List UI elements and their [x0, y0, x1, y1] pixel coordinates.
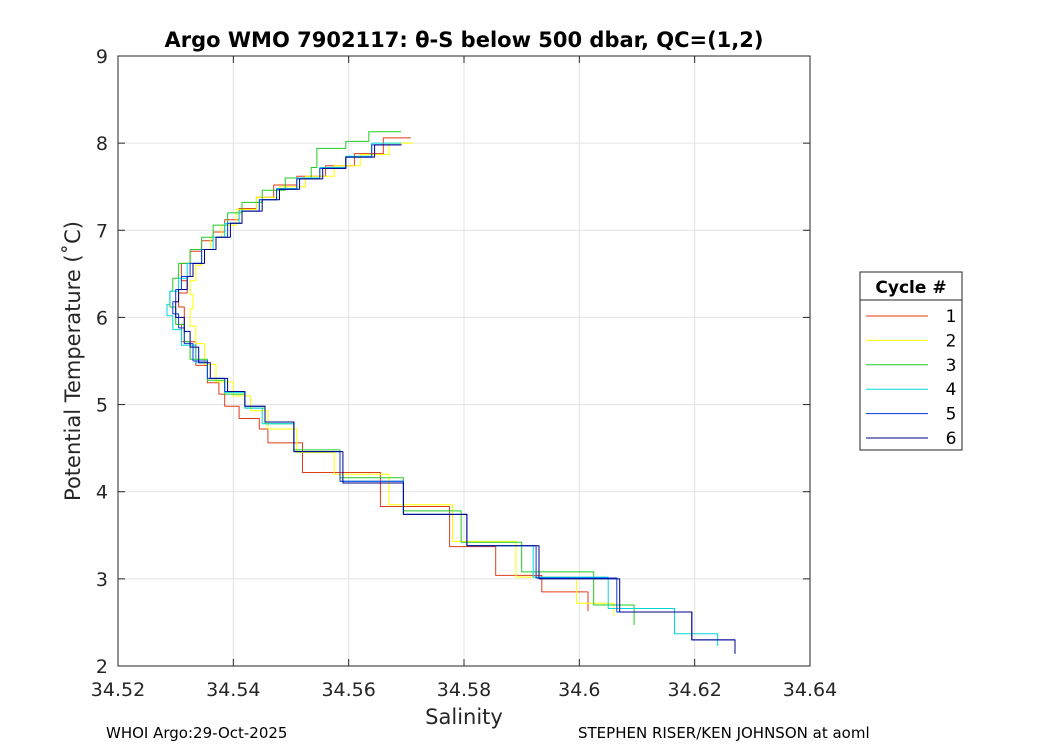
- x-axis-title: Salinity: [425, 705, 503, 729]
- legend-label-2: 2: [946, 331, 957, 351]
- footer-credit: STEPHEN RISER/KEN JOHNSON at aoml: [578, 724, 870, 742]
- grid-lines: [118, 56, 810, 666]
- legend-label-5: 5: [946, 405, 957, 425]
- y-tick-label: 6: [96, 307, 108, 329]
- chart-title: Argo WMO 7902117: θ-S below 500 dbar, QC…: [165, 28, 764, 52]
- x-tick-label: 34.6: [558, 679, 600, 701]
- legend-label-1: 1: [946, 307, 957, 327]
- legend-label-4: 4: [946, 380, 957, 400]
- data-series: [166, 131, 736, 654]
- legend-label-6: 6: [946, 429, 957, 449]
- y-tick-label: 3: [96, 569, 108, 591]
- legend: Cycle # 1 2 3 4 5 6: [859, 271, 963, 451]
- y-tick-label: 9: [96, 46, 108, 68]
- legend-box: [859, 271, 963, 451]
- series-cycle-2: [189, 142, 615, 617]
- y-tick-label: 2: [96, 656, 108, 678]
- axis-ticks: 34.52 34.54 34.56 34.58 34.6 34.62 34.64 2 3 4 5 6 7…: [91, 46, 837, 701]
- x-tick-label: 34.52: [91, 679, 145, 701]
- x-tick-label: 34.58: [437, 679, 491, 701]
- series-cycle-6: [175, 144, 736, 654]
- x-tick-label: 34.54: [206, 679, 260, 701]
- x-tick-label: 34.64: [783, 679, 837, 701]
- footer-date: WHOI Argo:29-Oct-2025: [106, 724, 288, 742]
- x-tick-label: 34.62: [667, 679, 721, 701]
- y-tick-label: 8: [96, 133, 108, 155]
- legend-label-3: 3: [946, 356, 957, 376]
- y-tick-label: 7: [96, 220, 108, 242]
- series-cycle-1: [178, 137, 589, 612]
- legend-title: Cycle #: [875, 278, 946, 298]
- y-tick-label: 4: [96, 482, 108, 504]
- x-tick-label: 34.56: [321, 679, 375, 701]
- y-tick-label: 5: [96, 395, 108, 417]
- y-axis-title: Potential Temperature (˚C): [61, 221, 85, 501]
